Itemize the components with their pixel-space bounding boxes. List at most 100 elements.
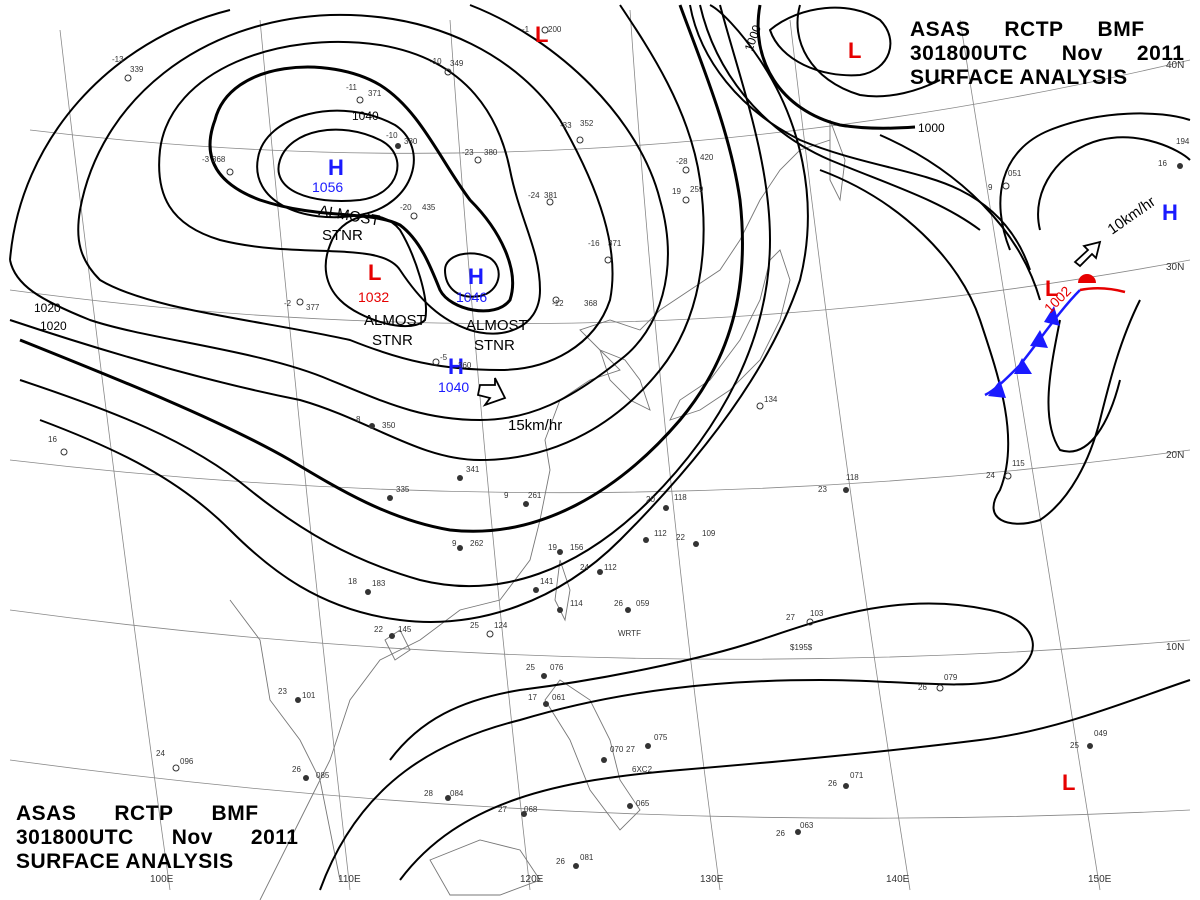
station-plot: 25 076: [526, 663, 564, 679]
agency-code: ASAS: [16, 802, 77, 825]
station-plot: 16 194: [1158, 137, 1190, 169]
low-center-letter: L: [1062, 770, 1075, 795]
latitude-label: 40N: [1166, 60, 1184, 71]
title-line-3: SURFACE ANALYSIS: [16, 850, 298, 874]
svg-text:22: 22: [676, 533, 685, 542]
longitude-label: 110E: [338, 874, 361, 885]
station-plot: -28 420: [676, 153, 714, 174]
product-name: SURFACE ANALYSIS: [910, 66, 1128, 89]
station-plot: 27 103: [786, 609, 824, 626]
title-line-3: SURFACE ANALYSIS: [910, 66, 1184, 90]
svg-text:26: 26: [918, 683, 927, 692]
svg-text:079: 079: [944, 673, 958, 682]
svg-text:26: 26: [292, 765, 301, 774]
analysis-month: Nov: [171, 826, 213, 849]
svg-text:341: 341: [466, 465, 480, 474]
longitude-label: 100E: [150, 874, 174, 885]
parallel-20n: [9, 449, 1191, 494]
high-center-value: 1040: [438, 379, 469, 395]
svg-text:20: 20: [646, 495, 655, 504]
agency-code: ASAS: [910, 18, 971, 41]
svg-text:-28: -28: [676, 157, 688, 166]
svg-text:19: 19: [548, 543, 557, 552]
svg-text:24: 24: [156, 749, 165, 758]
svg-text:118: 118: [674, 493, 687, 502]
analysis-year: 2011: [250, 826, 299, 849]
svg-text:-16: -16: [588, 239, 600, 248]
svg-text:-10: -10: [430, 57, 442, 66]
svg-text:259: 259: [690, 185, 704, 194]
station-plot: -10 380: [386, 131, 418, 149]
svg-text:9: 9: [452, 539, 457, 548]
isobar-1016: [19, 4, 771, 587]
station-plot: 070: [601, 745, 624, 763]
station-plot: 19 259: [672, 185, 704, 204]
svg-text:22: 22: [374, 625, 383, 634]
fronts: [984, 274, 1126, 398]
svg-text:380: 380: [484, 148, 498, 157]
meridian-100e: [59, 29, 171, 891]
longitude-label: 130E: [700, 874, 724, 885]
title-line-1: ASAS RCTP BMF: [16, 802, 298, 826]
office-code: BMF: [211, 802, 259, 825]
svg-text:049: 049: [1094, 729, 1108, 738]
isobar-labels: 1040 1020 1020 1000 1000: [34, 23, 945, 333]
station-plot: 19 156: [548, 543, 584, 555]
isobar-1028: [9, 4, 669, 421]
isobar-label: 1020: [34, 301, 61, 315]
svg-text:352: 352: [580, 119, 594, 128]
svg-text:-5: -5: [440, 353, 448, 362]
station-plot: 26 081: [556, 853, 594, 869]
parallel-0: [9, 759, 1191, 819]
svg-text:25: 25: [526, 663, 535, 672]
station-plot: 25 124: [470, 621, 508, 638]
analysis-datetime: 301800UTC: [910, 42, 1028, 65]
svg-text:068: 068: [524, 805, 538, 814]
isobars: [9, 4, 1191, 891]
isobar-ne-1008: [689, 4, 1031, 271]
station-plot: -23 380: [462, 148, 498, 164]
latitude-label: 20N: [1166, 450, 1184, 461]
svg-text:23: 23: [818, 485, 827, 494]
coast-korea: [599, 349, 651, 411]
station-plot: -3 368: [202, 155, 234, 176]
svg-text:085: 085: [316, 771, 330, 780]
high-center-letter: H: [468, 264, 484, 289]
station-plot: -11 371: [346, 83, 382, 104]
svg-text:339: 339: [130, 65, 144, 74]
isobar-1056: [277, 128, 399, 202]
meridian-140e: [789, 19, 911, 891]
product-name: SURFACE ANALYSIS: [16, 850, 234, 873]
station-plot: -1 200: [522, 25, 562, 34]
stationary-label: STNR: [322, 227, 363, 244]
coast-borneo: [429, 839, 541, 896]
isobar-1032: [77, 13, 614, 371]
station-plot: 17 061: [528, 693, 566, 707]
longitude-label: 120E: [520, 874, 544, 885]
svg-text:9: 9: [504, 491, 509, 500]
isobar-ne-992: [769, 6, 892, 77]
svg-text:-13: -13: [112, 55, 124, 64]
svg-text:261: 261: [528, 491, 542, 500]
svg-text:114: 114: [570, 599, 583, 608]
svg-text:28: 28: [424, 789, 433, 798]
longitude-label: 140E: [886, 874, 910, 885]
svg-text:26: 26: [776, 829, 785, 838]
station-plot: 20 118: [646, 493, 687, 511]
station-plot: 23 101: [278, 687, 316, 703]
coast-hainan: [384, 629, 411, 661]
station-plot: 065: [627, 799, 650, 809]
svg-text:16: 16: [1158, 159, 1167, 168]
station-plot: -5 360: [432, 353, 472, 370]
analysis-title-bottom-left: ASAS RCTP BMF 301800UTC Nov 2011 SURFACE ANA…: [16, 802, 298, 874]
isobar-1046: [444, 252, 500, 298]
svg-text:350: 350: [382, 421, 396, 430]
svg-text:17: 17: [528, 693, 537, 702]
station-plot: -12 368: [552, 296, 598, 308]
svg-text:24: 24: [986, 471, 995, 480]
analysis-year: 2011: [1136, 42, 1185, 65]
station-plots: -13 339 -11 371 -10 349 -1 200 -10 380 -23 380…: [48, 25, 1190, 869]
isobar-1016-east: [389, 639, 761, 761]
isobar-1012: [39, 4, 809, 623]
